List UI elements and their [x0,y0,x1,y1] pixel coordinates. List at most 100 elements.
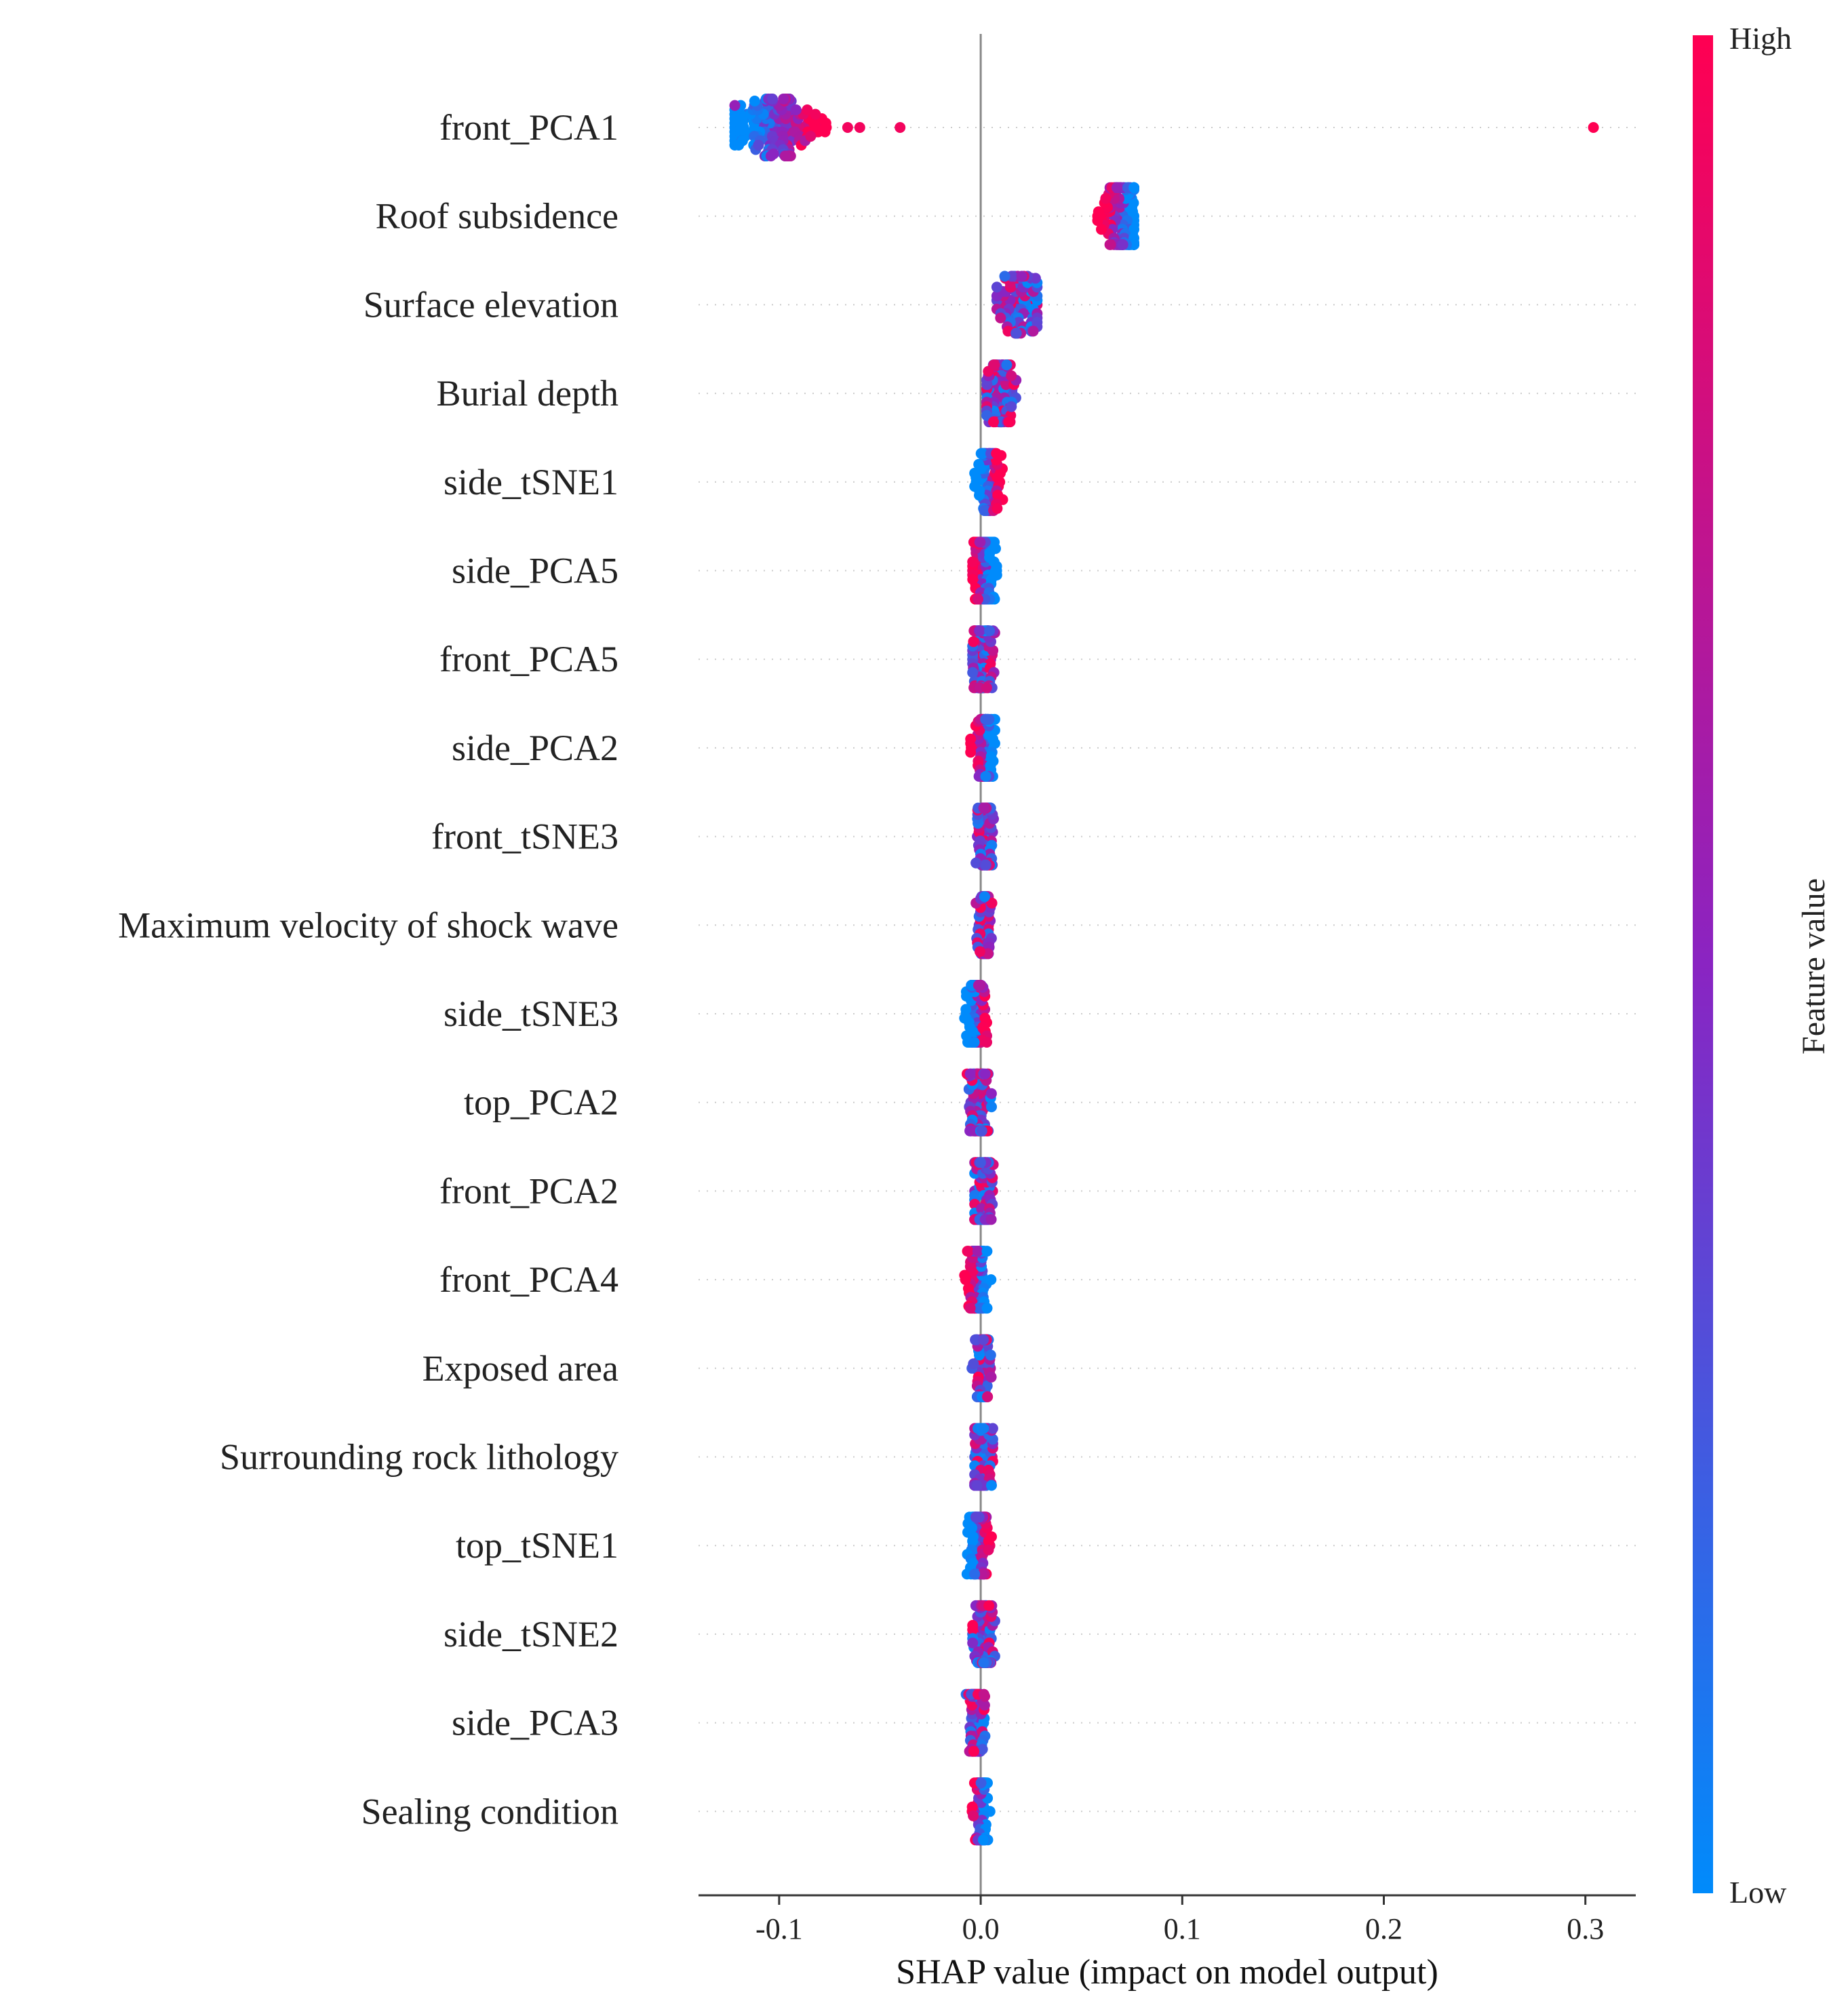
shap-point [979,891,990,903]
shap-point [978,1334,989,1345]
shap-point [982,1391,993,1402]
shap-point [985,1214,997,1225]
shap-point [977,1568,988,1580]
feature-label: side_tSNE3 [444,993,618,1034]
shap-point [967,1637,979,1648]
feature-label: top_tSNE1 [456,1525,618,1566]
colorbar-high-label: High [1729,21,1792,56]
shap-point [959,1012,970,1024]
shap-point [802,104,813,115]
shap-point [973,593,983,605]
shap-point [980,859,991,871]
feature-label: Maximum velocity of shock wave [118,905,618,945]
colorbar [1693,35,1713,1893]
shap-point [768,149,779,159]
shap-point [960,1004,972,1015]
x-tick-label: -0.1 [755,1912,803,1945]
shap-point [969,1568,981,1580]
shap-point [790,104,802,115]
shap-point [1112,182,1122,193]
shap-point [980,770,991,782]
shap-point [995,312,1006,323]
shap-point [983,1544,994,1556]
shap-point [981,410,992,421]
shap-point [1092,215,1103,226]
feature-label: Sealing condition [361,1791,618,1832]
shap-point [978,1688,989,1700]
shap-point [1027,325,1039,337]
x-tick-label: 0.0 [962,1912,1000,1945]
shap-point [971,1480,983,1491]
shap-point [968,1037,980,1048]
shap-point [991,448,1002,459]
shap-point [986,1531,997,1543]
shap-point [972,1246,983,1257]
shap-point [986,1101,997,1113]
shap-point [999,271,1010,282]
shap-point [991,502,1003,514]
shap-point [975,1157,986,1168]
feature-label: front_PCA5 [439,639,618,679]
shap-point [780,151,791,161]
shap-point [842,122,853,133]
shap-point [964,1303,976,1314]
x-axis-ticks: -0.1 0.0 0.1 0.2 0.3 [755,1895,1604,1945]
colorbar-low-label: Low [1729,1875,1787,1910]
feature-label: front_tSNE3 [431,816,618,857]
x-axis-title: SHAP value (impact on model output) [896,1953,1438,1992]
x-tick-label: 0.3 [1567,1912,1604,1945]
shap-point [1006,401,1017,412]
shap-point [753,140,764,151]
shap-point [968,1745,979,1757]
shap-dots [729,94,1599,1846]
feature-label: Exposed area [423,1348,618,1389]
feature-label: front_PCA4 [439,1259,618,1300]
shap-point [965,733,977,745]
shap-point [1016,271,1027,282]
shap-point [986,1480,997,1491]
feature-label: side_tSNE2 [444,1614,618,1655]
shap-point [973,458,985,470]
shap-point [985,1274,997,1286]
shap-point [1117,239,1128,250]
shap-point [975,946,985,957]
shap-point [965,747,977,758]
shap-point [1006,271,1018,282]
shap-point [895,122,906,133]
shap-point [978,1657,989,1668]
feature-labels: front_PCA1 Roof subsidence Surface elevati… [118,107,618,1832]
shap-point [987,536,999,548]
shap-point [985,1371,997,1383]
feature-label: Roof subsidence [376,196,618,237]
feature-label: front_PCA1 [439,107,618,148]
shap-point [985,1088,997,1099]
feature-label: top_PCA2 [464,1082,618,1123]
shap-point [963,1246,974,1257]
shap-point [974,490,985,501]
shap-point [976,1125,987,1137]
shap-point [981,1246,993,1257]
shap-point [968,636,979,648]
shap-point [967,1619,979,1631]
shap-point [964,1068,976,1080]
shap-point [970,857,982,869]
shap-point [1105,239,1116,250]
shap-point [1093,206,1104,218]
shap-point [977,448,989,459]
shap-point [1010,328,1022,339]
shap-point [967,667,979,678]
shap-point [1100,193,1112,204]
shap-point [977,1834,989,1846]
x-tick-label: 0.1 [1164,1912,1201,1945]
shap-point [729,100,741,111]
shap-point [981,1037,992,1048]
x-tick-label: 0.2 [1365,1912,1402,1945]
shap-point [966,1801,978,1813]
shap-point [984,625,996,637]
shap-point [979,505,991,516]
shap-point [778,94,789,104]
feature-label: side_PCA3 [452,1703,618,1743]
shap-point [1096,224,1107,235]
shap-point [980,713,991,725]
shap-point [991,561,1002,572]
